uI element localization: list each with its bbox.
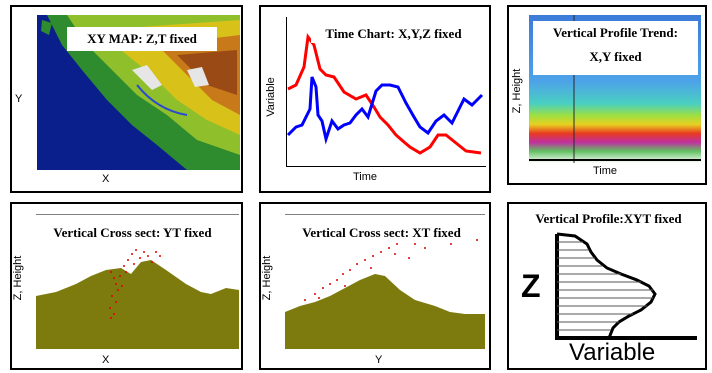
cross-section-xt-xlabel: Y bbox=[375, 354, 383, 366]
cross-section-yt-panel: Vertical Cross sect: YT fixed Z, Height … bbox=[10, 202, 243, 370]
time-chart-blue-series bbox=[286, 76, 484, 145]
vertical-profile-trend-ylabel: Z, Height bbox=[511, 68, 523, 114]
vertical-profile-title: Vertical Profile:XYT fixed bbox=[521, 210, 696, 228]
time-chart-title: Time Chart: X,Y,Z fixed bbox=[311, 25, 476, 43]
time-chart-xlabel: Time bbox=[353, 171, 378, 183]
time-chart-panel: Time Chart: X,Y,Z fixed Variable Time bbox=[259, 5, 491, 193]
time-chart-ylabel: Variable bbox=[265, 77, 277, 117]
cross-section-yt-title: Vertical Cross sect: YT fixed bbox=[40, 224, 225, 242]
cross-section-yt-plot bbox=[36, 214, 239, 349]
vertical-profile-trend-panel: Vertical Profile Trend: X,Y fixed Z, Hei… bbox=[507, 5, 707, 185]
vertical-profile-panel: Vertical Profile:XYT fixed Z Variable bbox=[507, 202, 707, 370]
vertical-profile-trend-title-line1: Vertical Profile Trend: bbox=[553, 25, 678, 40]
cross-section-xt-title: Vertical Cross sect: XT fixed bbox=[289, 224, 474, 242]
xy-map-ylabel: Y bbox=[15, 93, 23, 105]
xy-map-xlabel: X bbox=[102, 173, 110, 185]
cross-section-yt-points bbox=[109, 249, 161, 319]
cross-section-xt-ylabel: Z, Height bbox=[261, 255, 273, 301]
vertical-profile-trend-title-line2: X,Y fixed bbox=[589, 49, 642, 64]
time-chart-red-series bbox=[287, 33, 482, 155]
xy-map-title: XY MAP: Z,T fixed bbox=[67, 27, 217, 51]
cross-section-xt-panel: Vertical Cross sect: XT fixed Z, Height … bbox=[259, 202, 491, 370]
xy-map-panel: XY MAP: Z,T fixed Y X bbox=[10, 5, 243, 193]
vertical-profile-trend-xlabel: Time bbox=[593, 165, 618, 177]
vertical-profile-plot bbox=[555, 232, 697, 340]
cross-section-yt-ylabel: Z, Height bbox=[12, 255, 24, 301]
vertical-profile-xlabel: Variable bbox=[569, 339, 656, 366]
vertical-profile-trend-title: Vertical Profile Trend: X,Y fixed bbox=[533, 21, 698, 75]
time-chart-plot bbox=[286, 17, 486, 167]
vertical-profile-ylabel: Z bbox=[521, 268, 541, 304]
cross-section-yt-xlabel: X bbox=[102, 354, 110, 366]
